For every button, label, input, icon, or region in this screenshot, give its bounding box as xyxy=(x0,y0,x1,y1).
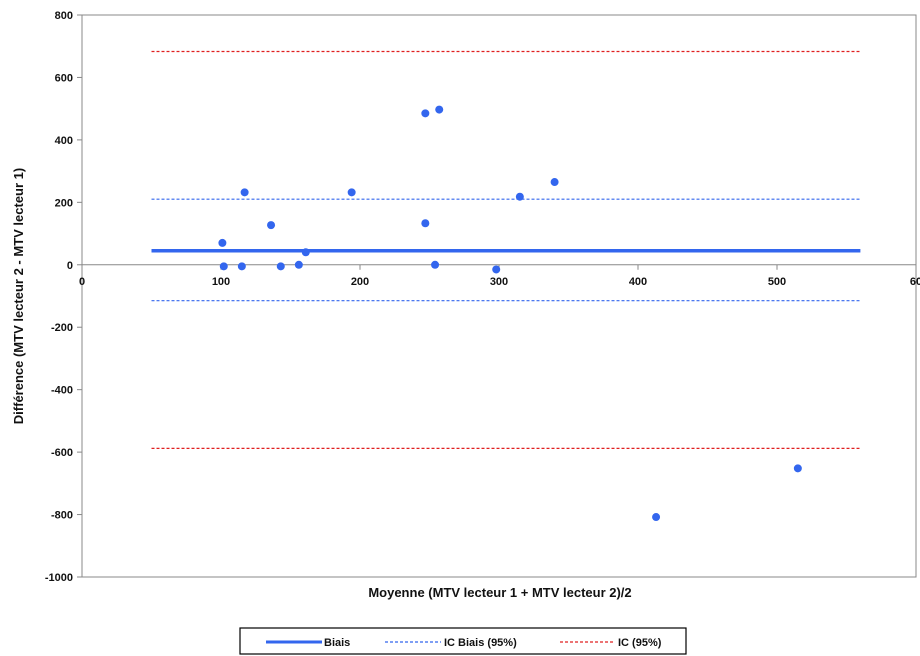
data-point xyxy=(237,262,246,271)
y-tick-label: -600 xyxy=(51,447,73,459)
data-point xyxy=(550,178,559,187)
y-tick-label: 0 xyxy=(67,260,73,272)
data-point xyxy=(421,219,430,228)
x-tick-label: 100 xyxy=(212,276,230,288)
x-tick-label: 500 xyxy=(768,276,786,288)
legend: Biais IC Biais (95%) IC (95%) xyxy=(239,627,687,655)
data-point xyxy=(793,464,802,473)
y-tick-label: 600 xyxy=(55,72,73,84)
data-point xyxy=(219,262,228,271)
y-tick-label: -200 xyxy=(51,322,73,334)
x-tick-label: 60 xyxy=(910,276,920,288)
plot-area-frame xyxy=(81,14,917,578)
data-point xyxy=(267,221,276,230)
legend-label-biais: Biais xyxy=(324,637,350,649)
x-axis-title: Moyenne (MTV lecteur 1 + MTV lecteur 2)/… xyxy=(368,585,631,600)
x-axis: 0 100 200 300 400 500 60 xyxy=(79,264,920,288)
y-axis: 800 600 400 200 0 -200 -400 -600 -800 -1000 xyxy=(45,10,82,584)
x-tick-label: 200 xyxy=(351,276,369,288)
y-tick-label: -800 xyxy=(51,510,73,522)
data-point xyxy=(431,260,440,269)
data-point xyxy=(240,188,249,197)
data-point xyxy=(652,513,661,522)
x-tick-label: 0 xyxy=(79,276,85,288)
x-tick-label: 400 xyxy=(629,276,647,288)
legend-label-ic-biais: IC Biais (95%) xyxy=(444,637,517,649)
data-point xyxy=(435,105,444,114)
y-axis-title: Différence (MTV lecteur 2 - MTV lecteur … xyxy=(11,168,26,424)
data-point xyxy=(421,109,430,118)
y-tick-label: 200 xyxy=(55,197,73,209)
y-tick-label: 400 xyxy=(55,135,73,147)
y-tick-label: 800 xyxy=(55,10,73,22)
data-point xyxy=(301,248,310,257)
y-tick-label: -1000 xyxy=(45,572,73,584)
data-point xyxy=(294,260,303,269)
x-tick-label: 300 xyxy=(490,276,508,288)
legend-label-ic: IC (95%) xyxy=(618,637,662,649)
data-point xyxy=(218,238,227,247)
reference-lines xyxy=(151,50,861,449)
data-point xyxy=(515,192,524,201)
data-points xyxy=(218,105,802,522)
data-point xyxy=(276,262,285,271)
data-point xyxy=(347,188,356,197)
data-point xyxy=(492,265,501,274)
y-tick-label: -400 xyxy=(51,385,73,397)
